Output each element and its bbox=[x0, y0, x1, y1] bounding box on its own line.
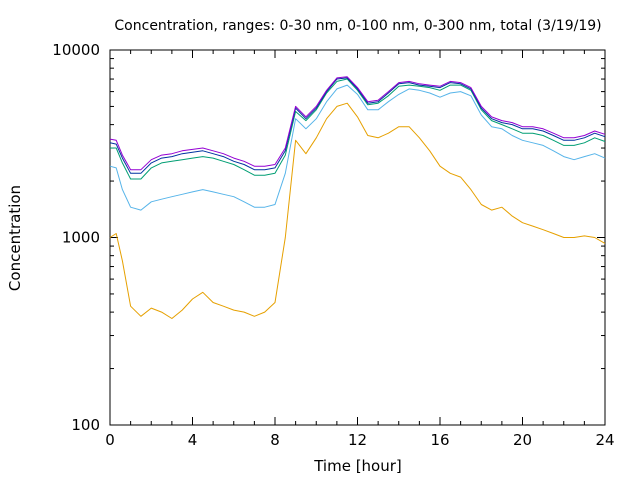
y-tick-label: 1000 bbox=[62, 229, 100, 247]
series-line-4 bbox=[109, 77, 606, 174]
plot-frame bbox=[109, 49, 606, 426]
x-tick-label: 20 bbox=[513, 431, 532, 449]
minor-ticks bbox=[110, 50, 605, 425]
x-tick-label: 24 bbox=[595, 431, 614, 449]
series-line-2 bbox=[109, 84, 606, 211]
series-line-3 bbox=[110, 78, 606, 180]
x-tick-label: 0 bbox=[105, 431, 115, 449]
axis-ticks: 0 4 8 12 16 20 24 100 1000 10000 bbox=[52, 41, 614, 449]
y-axis-title: Concentration bbox=[6, 185, 24, 291]
x-tick-label: 16 bbox=[430, 431, 449, 449]
chart-title: Concentration, ranges: 0-30 nm, 0-100 nm… bbox=[114, 18, 601, 34]
y-tick-label: 100 bbox=[71, 416, 100, 434]
x-axis-title: Time [hour] bbox=[313, 457, 402, 475]
y-tick-label: 10000 bbox=[52, 41, 100, 59]
x-tick-label: 4 bbox=[188, 431, 198, 449]
series-line-5 bbox=[109, 76, 606, 171]
x-tick-label: 8 bbox=[270, 431, 280, 449]
x-tick-label: 12 bbox=[348, 431, 367, 449]
series-line-1 bbox=[109, 102, 606, 319]
series-lines bbox=[109, 76, 606, 319]
